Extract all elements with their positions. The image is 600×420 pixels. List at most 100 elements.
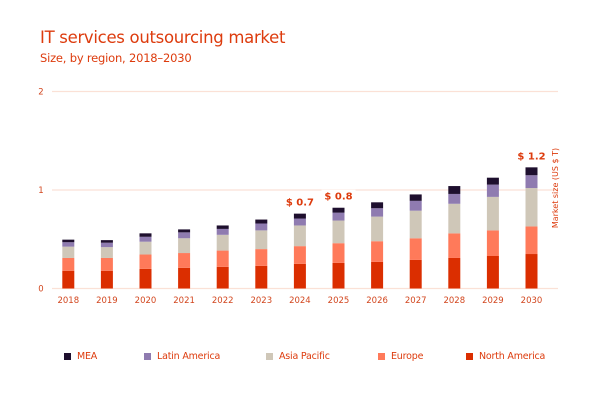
bar-segment-europe bbox=[486, 230, 499, 256]
bar-stack-2018 bbox=[62, 239, 75, 289]
bar-stack-2028 bbox=[448, 186, 461, 289]
bar-segment-europe bbox=[139, 254, 152, 269]
bar-segment-north-america bbox=[255, 265, 268, 289]
bar-segment-mea bbox=[371, 202, 384, 209]
y-tick-label: 0 bbox=[38, 285, 43, 295]
bar-segment-europe bbox=[178, 253, 191, 268]
bar-segment-north-america bbox=[100, 270, 113, 289]
legend-label: North America bbox=[479, 351, 546, 362]
bar-segment-asia-pacific bbox=[486, 196, 499, 231]
bar-segment-mea bbox=[486, 177, 499, 185]
bar-segment-north-america bbox=[139, 268, 152, 289]
bar-stack-2019 bbox=[100, 240, 113, 289]
bar-segment-asia-pacific bbox=[448, 203, 461, 234]
legend-label: MEA bbox=[77, 351, 98, 362]
bar-stack-2026 bbox=[371, 202, 384, 289]
x-tick-label: 2019 bbox=[96, 296, 118, 306]
legend: MEA Latin America Asia Pacific Europe North … bbox=[0, 351, 600, 367]
bar-segment-asia-pacific bbox=[100, 247, 113, 258]
bar-segment-mea bbox=[525, 167, 538, 176]
legend-label: Latin America bbox=[157, 351, 221, 362]
bar-segment-europe bbox=[62, 257, 75, 271]
x-tick-label: 2026 bbox=[366, 296, 388, 306]
bar-segment-asia-pacific bbox=[255, 230, 268, 250]
bar-segment-mea bbox=[409, 194, 422, 201]
chart-title: IT services outsourcing market bbox=[40, 28, 286, 47]
legend-swatch bbox=[64, 353, 71, 360]
x-tick-label: 2022 bbox=[212, 296, 234, 306]
x-tick-label: 2027 bbox=[405, 296, 427, 306]
bar-segment-europe bbox=[371, 241, 384, 262]
bar-segment-latin-america bbox=[100, 242, 113, 248]
annotations: $ 0.7 $ 0.8 $ 1.2 bbox=[282, 149, 549, 209]
bar-segment-latin-america bbox=[371, 208, 384, 217]
stacked-bar-chart: 0 1 2 2018 2019 2020 2021 2022 2023 2024 2025 2026… bbox=[38, 88, 560, 307]
bar-segment-north-america bbox=[525, 254, 538, 289]
bar-segment-latin-america bbox=[62, 242, 75, 247]
bar-stack-2024 bbox=[293, 213, 306, 289]
bar-segment-north-america bbox=[448, 257, 461, 289]
x-axis-ticks: 2018 2019 2020 2021 2022 2023 2024 2025 2026 2027… bbox=[57, 296, 542, 306]
bar-segment-asia-pacific bbox=[371, 216, 384, 242]
y-axis-label: Market size (US $ T) bbox=[551, 148, 560, 228]
bar-segment-europe bbox=[525, 226, 538, 255]
y-axis-ticks: 0 1 2 bbox=[38, 88, 43, 295]
bar-segment-mea bbox=[332, 207, 345, 213]
legend-item-north-america: North America bbox=[466, 351, 545, 362]
bar-stack-2025 bbox=[332, 207, 345, 289]
bar-segment-asia-pacific bbox=[216, 234, 229, 251]
chart-subtitle: Size, by region, 2018–2030 bbox=[40, 51, 192, 65]
x-tick-label: 2024 bbox=[289, 296, 311, 306]
legend-swatch bbox=[266, 353, 273, 360]
total-value-label: $ 0.7 bbox=[286, 198, 314, 209]
bar-segment-mea bbox=[139, 233, 152, 237]
legend-item-latin-america: Latin America bbox=[144, 351, 220, 362]
bar-segment-north-america bbox=[409, 259, 422, 289]
annotation-background bbox=[282, 195, 317, 209]
bar-segment-north-america bbox=[293, 263, 306, 289]
x-tick-label: 2028 bbox=[443, 296, 465, 306]
bar-segment-mea bbox=[216, 225, 229, 229]
legend-item-asia-pacific: Asia Pacific bbox=[266, 351, 330, 362]
bar-segment-europe bbox=[409, 238, 422, 260]
y-tick-label: 1 bbox=[38, 186, 43, 196]
bar-stack-2029 bbox=[486, 177, 499, 289]
bar-stack-2022 bbox=[216, 225, 229, 289]
bar-segment-asia-pacific bbox=[62, 246, 75, 258]
bar-segment-asia-pacific bbox=[332, 220, 345, 244]
annotation-background bbox=[321, 189, 356, 203]
bar-segment-latin-america bbox=[139, 236, 152, 242]
x-tick-label: 2023 bbox=[250, 296, 272, 306]
bar-segment-north-america bbox=[486, 255, 499, 289]
bar-segment-asia-pacific bbox=[139, 241, 152, 255]
annotation-background bbox=[514, 149, 549, 163]
bar-segment-mea bbox=[255, 219, 268, 224]
x-tick-label: 2025 bbox=[328, 296, 350, 306]
bar-segment-north-america bbox=[371, 261, 384, 289]
bar-segment-latin-america bbox=[293, 218, 306, 226]
bar-segment-latin-america bbox=[486, 184, 499, 197]
bar-segment-latin-america bbox=[332, 212, 345, 221]
bar-stack-2021 bbox=[178, 229, 191, 289]
total-value-label: $ 0.8 bbox=[324, 192, 352, 203]
bar-segment-north-america bbox=[62, 270, 75, 289]
bar-segment-mea bbox=[100, 240, 113, 243]
legend-label: Asia Pacific bbox=[279, 351, 330, 362]
bar-segment-mea bbox=[178, 229, 191, 233]
bar-stack-2020 bbox=[139, 233, 152, 289]
x-tick-label: 2030 bbox=[521, 296, 543, 306]
bar-segment-latin-america bbox=[255, 223, 268, 231]
bar-segment-asia-pacific bbox=[525, 188, 538, 227]
bar-segment-asia-pacific bbox=[178, 238, 191, 254]
bar-stack-2027 bbox=[409, 194, 422, 289]
bar-segment-europe bbox=[255, 249, 268, 266]
bar-segment-europe bbox=[216, 250, 229, 267]
bar-segment-europe bbox=[293, 246, 306, 264]
legend-item-mea: MEA bbox=[64, 351, 97, 362]
x-tick-label: 2021 bbox=[173, 296, 195, 306]
total-value-label: $ 1.2 bbox=[517, 151, 545, 162]
bar-segment-asia-pacific bbox=[293, 225, 306, 247]
bar-segment-europe bbox=[100, 257, 113, 271]
bar-segment-mea bbox=[293, 213, 306, 219]
bar-segment-latin-america bbox=[216, 228, 229, 235]
